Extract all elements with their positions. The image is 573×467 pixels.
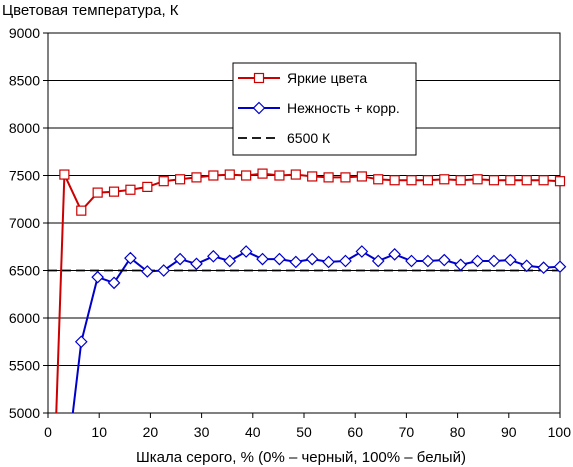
y-tick-label: 9000	[9, 25, 40, 41]
data-point-series-1	[274, 170, 285, 181]
data-point-series-1	[76, 205, 87, 216]
data-point-series-2	[239, 245, 253, 258]
x-tick-label: 0	[44, 424, 52, 440]
data-point-series-2	[190, 257, 203, 271]
data-point-series-1	[174, 174, 186, 185]
y-tick-label: 7500	[9, 168, 40, 184]
data-point-series-1	[257, 168, 268, 179]
data-point-series-1	[307, 171, 318, 182]
data-point-series-2	[124, 251, 137, 265]
data-point-series-2	[322, 255, 335, 269]
data-point-series-2	[74, 335, 88, 349]
data-point-series-2	[107, 276, 121, 290]
data-point-series-2	[437, 253, 451, 267]
series-layer	[48, 172, 561, 413]
y-axis-ticks: 5000 5500 6000 6500 7000 7500 8000 8500 9000	[9, 25, 48, 421]
data-point-series-1	[108, 186, 120, 197]
x-axis-title: Шкала серого, % (0% – черный, 100% – бел…	[136, 449, 466, 466]
x-tick-label: 20	[143, 424, 159, 440]
data-point-series-2	[223, 254, 237, 268]
x-tick-label: 80	[450, 424, 466, 440]
data-point-series-1	[241, 170, 252, 181]
x-tick-label: 40	[245, 424, 261, 440]
data-point-series-2	[91, 270, 105, 284]
x-tick-label: 50	[296, 424, 312, 440]
data-point-series-2	[371, 254, 385, 268]
data-point-series-1	[455, 175, 466, 186]
y-axis-title: Цветовая температура, К	[2, 2, 179, 19]
legend-marker-1	[253, 72, 265, 84]
legend-label-3: 6500 К	[287, 130, 331, 146]
data-point-series-1	[356, 171, 367, 182]
data-point-series-1	[208, 170, 219, 181]
data-point-series-1	[472, 174, 483, 185]
data-point-series-1	[142, 181, 153, 192]
data-point-series-2	[405, 254, 418, 268]
legend-marker-2	[252, 101, 266, 115]
data-point-series-1	[439, 174, 450, 185]
legend-label-1: Яркие цвета	[287, 70, 367, 86]
data-point-series-2	[273, 252, 286, 266]
data-point-series-2	[289, 255, 303, 269]
data-point-series-2	[503, 253, 517, 267]
data-point-series-1	[125, 184, 136, 195]
y-tick-label: 6500	[9, 263, 40, 279]
data-point-series-2	[487, 254, 501, 268]
data-point-series-1	[59, 169, 70, 180]
data-point-series-2	[173, 252, 187, 266]
data-point-series-1	[521, 175, 532, 186]
data-point-series-2	[207, 249, 220, 263]
data-point-series-2	[421, 254, 435, 268]
data-point-series-1	[340, 172, 351, 183]
y-tick-label: 5000	[9, 405, 40, 421]
data-point-series-2	[454, 258, 468, 272]
y-tick-label: 8000	[9, 120, 40, 136]
legend-label-2: Нежность + корр.	[287, 100, 400, 116]
data-point-series-1	[290, 169, 301, 180]
data-point-series-1	[191, 172, 202, 183]
y-tick-label: 8500	[9, 73, 40, 89]
x-tick-label: 70	[399, 424, 415, 440]
data-point-series-2	[305, 252, 319, 266]
x-tick-label: 90	[501, 424, 517, 440]
data-point-series-2	[339, 254, 352, 268]
data-point-series-1	[406, 175, 417, 186]
data-point-series-2	[553, 260, 567, 274]
data-point-series-2	[140, 265, 154, 278]
data-point-series-1	[323, 172, 334, 183]
y-tick-label: 6000	[9, 310, 40, 326]
x-tick-label: 100	[548, 424, 572, 440]
data-point-series-1	[158, 176, 169, 187]
x-tick-label: 10	[91, 424, 107, 440]
data-point-series-1	[554, 176, 566, 187]
series-line-1	[55, 172, 561, 413]
data-point-series-1	[224, 169, 235, 180]
y-tick-label: 5500	[9, 358, 40, 374]
data-point-series-2	[256, 252, 269, 266]
marker-layer	[59, 168, 567, 349]
data-point-series-2	[471, 254, 484, 268]
data-point-series-2	[520, 259, 534, 273]
data-point-series-2	[355, 245, 369, 258]
data-point-series-1	[373, 174, 384, 185]
data-point-series-1	[488, 175, 500, 186]
data-point-series-1	[92, 187, 103, 198]
data-point-series-1	[538, 175, 549, 186]
data-point-series-1	[505, 175, 516, 186]
x-tick-label: 60	[347, 424, 363, 440]
y-tick-label: 7000	[9, 215, 40, 231]
x-axis-ticks: 0 10 20 30 40 50 60 70 80 90 100	[44, 413, 571, 440]
data-point-series-2	[157, 264, 171, 277]
data-point-series-2	[388, 248, 401, 261]
x-tick-label: 30	[194, 424, 210, 440]
data-point-series-1	[422, 175, 434, 186]
data-point-series-2	[537, 261, 550, 274]
legend: Яркие цвета Нежность + корр. 6500 К	[232, 62, 417, 156]
data-point-series-1	[389, 175, 400, 186]
